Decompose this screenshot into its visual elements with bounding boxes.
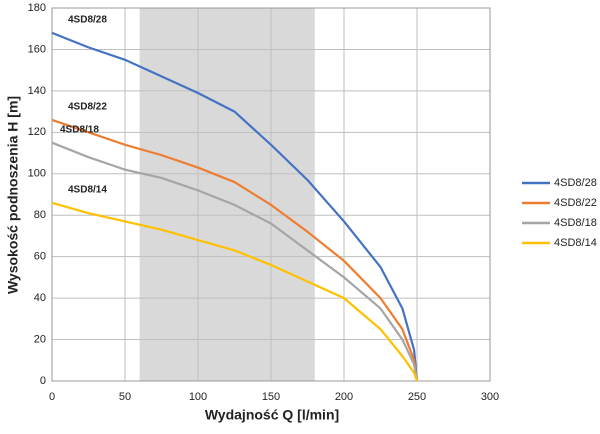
shaded-region: [139, 8, 315, 381]
curve-label: 4SD8/18: [60, 124, 99, 135]
legend-label: 4SD8/22: [554, 197, 597, 209]
series-line: [51, 118, 419, 382]
series-line: [51, 31, 419, 382]
y-tick-label: 160: [28, 43, 46, 55]
y-tick-label: 100: [28, 168, 46, 180]
curve-label: 4SD8/28: [68, 15, 107, 26]
legend-label: 4SD8/28: [554, 177, 597, 189]
y-tick-label: 0: [40, 375, 46, 387]
x-tick-label: 250: [408, 391, 426, 403]
y-tick-label: 60: [34, 251, 46, 263]
y-tick-label: 120: [28, 126, 46, 138]
x-tick-label: 100: [189, 391, 207, 403]
plot-frame: [51, 7, 491, 382]
legend-label: 4SD8/14: [554, 237, 597, 249]
x-axis-title: Wydajność Q [l/min]: [205, 407, 339, 423]
curve-label: 4SD8/22: [68, 102, 107, 113]
series-line: [51, 141, 419, 382]
x-tick-label: 50: [119, 391, 131, 403]
y-tick-label: 40: [34, 292, 46, 304]
curve-label: 4SD8/14: [68, 184, 107, 195]
x-tick-label: 150: [262, 391, 280, 403]
legend-label: 4SD8/18: [554, 217, 597, 229]
y-axis-title: Wysokość podnoszenia H [m]: [5, 96, 21, 294]
series-line: [51, 201, 419, 382]
x-tick-label: 0: [49, 391, 55, 403]
y-tick-label: 20: [34, 333, 46, 345]
x-tick-label: 200: [335, 391, 353, 403]
x-tick-label: 300: [481, 391, 499, 403]
y-tick-label: 140: [28, 85, 46, 97]
y-tick-label: 180: [28, 2, 46, 14]
y-tick-label: 80: [34, 209, 46, 221]
